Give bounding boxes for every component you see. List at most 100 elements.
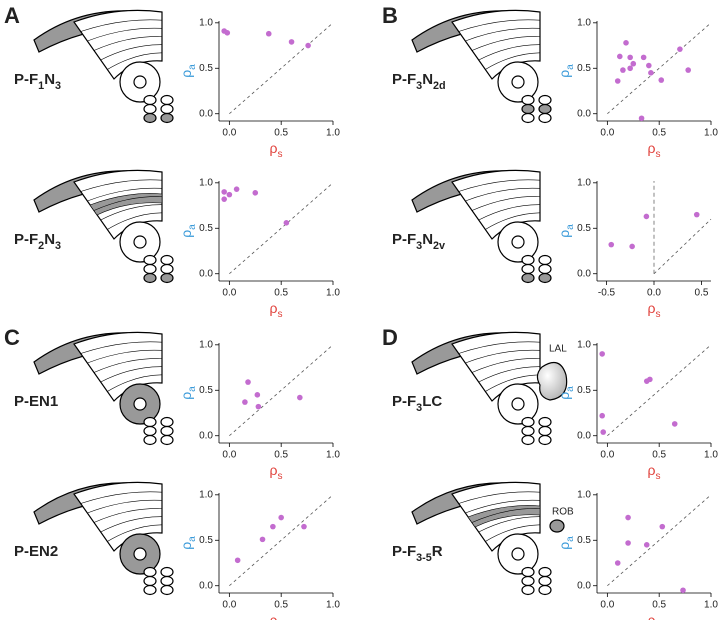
icon-label: ROB xyxy=(552,507,574,518)
point xyxy=(625,540,631,546)
subscript: a xyxy=(187,536,198,542)
label-part: ρ xyxy=(269,462,277,478)
nodulus xyxy=(521,263,535,275)
point xyxy=(259,536,266,543)
x-tick-label: 0.5 xyxy=(274,600,288,611)
nodulus xyxy=(160,575,174,587)
point xyxy=(630,60,637,67)
point xyxy=(252,190,259,196)
unity-line xyxy=(607,22,712,115)
fb-line xyxy=(458,341,541,354)
fb-line xyxy=(100,516,163,533)
nodulus xyxy=(521,575,535,587)
point xyxy=(620,67,626,73)
nodulus xyxy=(143,112,157,124)
nodulus xyxy=(160,425,174,437)
fb-line xyxy=(100,366,163,383)
fb-line xyxy=(471,358,541,373)
eb-hole xyxy=(511,75,525,89)
fb-line xyxy=(471,36,541,51)
point xyxy=(305,42,311,49)
point xyxy=(677,46,683,52)
y-tick-label: 0.5 xyxy=(577,385,591,396)
nodulus xyxy=(160,103,174,115)
subscript: a xyxy=(565,536,576,542)
neuron-icon: LAL xyxy=(411,331,567,446)
fb-line xyxy=(485,212,541,230)
panel-letter: D xyxy=(382,325,398,350)
subscript: a xyxy=(187,64,198,70)
label-part: ρ xyxy=(269,300,277,316)
label-part: P-F xyxy=(14,231,38,248)
nodulus xyxy=(538,566,552,578)
label-part: N xyxy=(44,71,55,88)
fb-line xyxy=(87,27,163,42)
nodulus xyxy=(538,103,552,115)
fb-line xyxy=(80,19,163,32)
point xyxy=(658,77,665,83)
fb-layer xyxy=(89,193,163,216)
nodulus xyxy=(160,566,174,578)
x-axis-label: ρs xyxy=(647,300,660,320)
label-part: P-F xyxy=(392,543,416,560)
nodulus xyxy=(143,263,157,275)
label-part: ρ xyxy=(556,70,572,78)
label-part: ρ xyxy=(647,612,655,620)
x-tick-label: 0.0 xyxy=(222,450,236,461)
label-part: ρ xyxy=(647,462,655,478)
label-part: ρ xyxy=(556,392,572,400)
nodulus xyxy=(538,434,552,446)
fb-line xyxy=(100,204,163,221)
point xyxy=(643,213,650,220)
point xyxy=(224,30,231,36)
nodulus xyxy=(143,584,157,596)
y-axis-label: ρa xyxy=(556,64,576,78)
subscript: 3 xyxy=(416,240,422,252)
nodulus xyxy=(143,94,157,106)
unity-line xyxy=(229,344,334,437)
neuron-label: P-F3N2v xyxy=(392,231,445,252)
y-tick-label: 0.0 xyxy=(577,108,591,119)
unity-line xyxy=(653,218,712,275)
nodulus xyxy=(538,425,552,437)
x-axis-label: ρs xyxy=(269,140,282,160)
y-axis-label: ρa xyxy=(178,224,198,238)
point xyxy=(680,587,686,594)
fb-line xyxy=(93,358,163,373)
icon-label: LAL xyxy=(549,344,567,355)
x-tick-label: 0.5 xyxy=(274,450,288,461)
eb-hole xyxy=(133,397,147,411)
panel-letter: B xyxy=(382,3,398,28)
nodulus xyxy=(143,272,157,284)
label-part: N xyxy=(422,231,433,248)
nodulus xyxy=(521,94,535,106)
nodulus xyxy=(160,434,174,446)
point xyxy=(234,557,241,564)
label-part: ρ xyxy=(178,70,194,78)
eb-hole xyxy=(511,547,525,561)
nodulus xyxy=(521,416,535,428)
y-tick-label: 0.5 xyxy=(199,223,213,234)
x-tick-label: 0.5 xyxy=(695,288,709,299)
nodulus xyxy=(160,416,174,428)
x-tick-label: 1.0 xyxy=(704,450,718,461)
y-axis-label: ρa xyxy=(178,386,198,400)
neuron-icon xyxy=(411,169,552,284)
label-part: ρ xyxy=(269,612,277,620)
fb-line xyxy=(107,524,163,542)
point xyxy=(242,399,248,405)
subscript: 3 xyxy=(55,80,61,92)
nodulus xyxy=(160,272,174,284)
nodulus xyxy=(521,566,535,578)
y-tick-label: 1.0 xyxy=(577,489,591,500)
point xyxy=(627,54,633,61)
point xyxy=(638,115,645,122)
subscript: s xyxy=(655,309,660,320)
subscript: a xyxy=(565,64,576,70)
label-part: ρ xyxy=(269,140,277,156)
nodulus xyxy=(521,425,535,437)
nodulus xyxy=(538,575,552,587)
fb-line xyxy=(471,196,541,211)
x-tick-label: 1.0 xyxy=(326,600,340,611)
